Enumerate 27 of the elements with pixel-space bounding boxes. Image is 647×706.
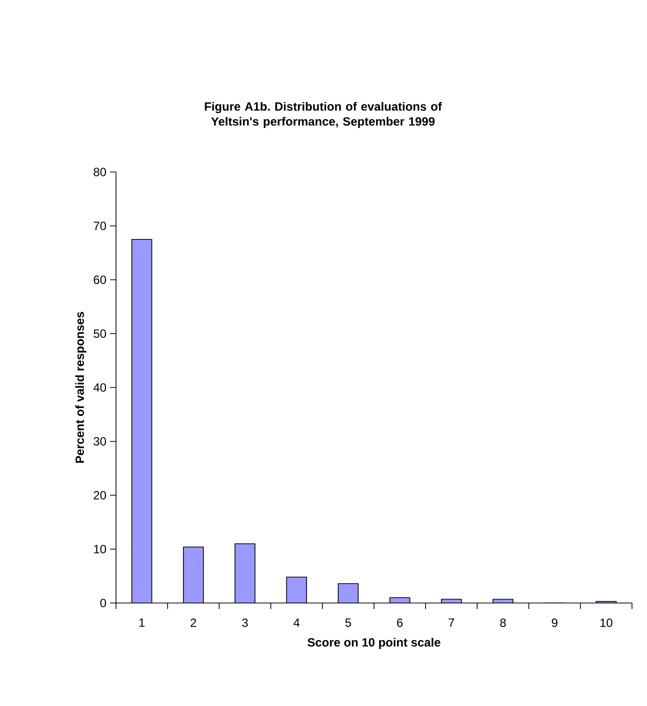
- y-tick-label: 0: [100, 598, 106, 608]
- bar: [132, 239, 152, 603]
- chart-title: Figure A1b. Distribution of evaluations of Yeltsin's performance, September 1999: [204, 102, 442, 128]
- x-tick-label: 1: [139, 618, 145, 627]
- x-tick-label: 3: [242, 618, 248, 627]
- x-tick-label: 5: [345, 618, 352, 627]
- y-tick-label: 80: [94, 168, 106, 176]
- y-tick-label: 50: [94, 329, 106, 338]
- x-tick-label: 7: [448, 618, 454, 627]
- x-tick-label: 10: [600, 618, 612, 627]
- bar: [286, 577, 307, 603]
- y-tick-label: 20: [94, 491, 106, 500]
- x-tick-label: 9: [552, 618, 558, 627]
- x-tick-label: 8: [500, 618, 506, 627]
- bar: [235, 544, 255, 603]
- x-axis-title: Score on 10 point scale: [308, 638, 440, 649]
- y-tick-label: 10: [94, 544, 106, 554]
- x-tick-label: 6: [397, 618, 403, 627]
- bar: [183, 546, 204, 603]
- x-tick-label: 2: [190, 618, 196, 627]
- y-tick-label: 40: [93, 383, 106, 392]
- y-tick-label: 30: [94, 437, 106, 446]
- y-axis-title: Percent of valid responses: [75, 312, 86, 463]
- x-tick-label: 4: [294, 618, 300, 627]
- y-tick-label: 60: [94, 276, 106, 284]
- bar: [338, 584, 358, 603]
- y-tick-label: 70: [94, 222, 106, 230]
